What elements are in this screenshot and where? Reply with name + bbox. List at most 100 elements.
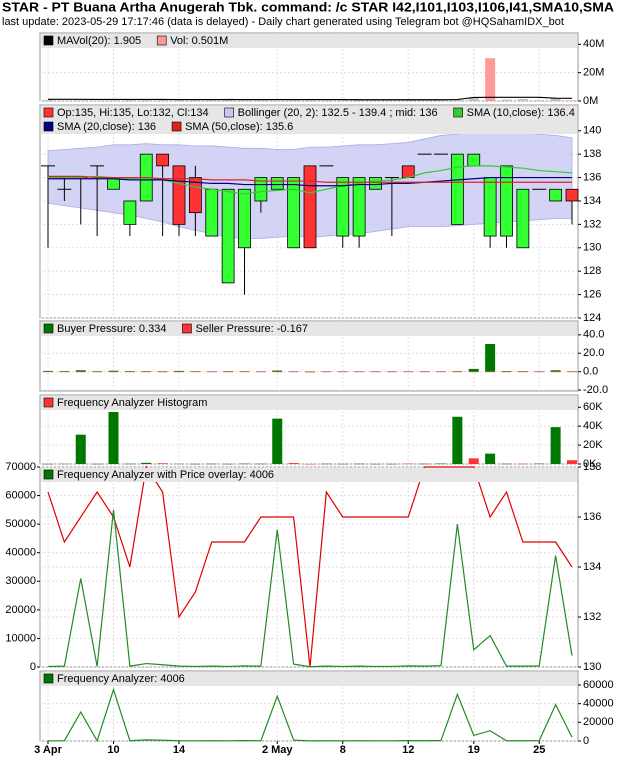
- y-tick-label: 138: [583, 148, 601, 160]
- bar: [272, 371, 283, 373]
- y-tick-label: 0.0: [583, 366, 598, 378]
- candle-body: [549, 188, 563, 202]
- legend-label: Op:135, Hi:135, Lo:132, Cl:134: [57, 107, 209, 119]
- legend-label: Frequency Analyzer Histogram: [57, 397, 207, 409]
- bar: [59, 100, 70, 102]
- bar: [108, 412, 119, 464]
- legend-swatch: [43, 469, 54, 480]
- bar: [43, 371, 53, 373]
- legend-label: SMA (10,close): 136.4: [467, 107, 575, 119]
- legend-band: [41, 322, 577, 336]
- bar: [485, 453, 496, 464]
- legend-band: [41, 672, 577, 686]
- bar: [550, 427, 561, 464]
- bar: [305, 463, 315, 465]
- y-tick-label: -20.0: [583, 384, 608, 396]
- x-tick-label: 19: [468, 744, 480, 756]
- legend-swatch: [43, 35, 54, 46]
- bar: [436, 371, 446, 372]
- candle-body: [221, 188, 235, 284]
- x-tick-label: 25: [533, 744, 545, 756]
- bar: [517, 99, 528, 101]
- legend-band: [41, 468, 577, 482]
- legend-label: SMA (20,close): 136: [57, 121, 156, 133]
- bar: [501, 371, 512, 373]
- bar: [59, 371, 70, 372]
- bar: [305, 371, 315, 373]
- bar: [485, 58, 496, 101]
- candle-body: [156, 153, 170, 167]
- bar: [468, 368, 479, 372]
- line: [48, 165, 573, 195]
- bar: [92, 371, 103, 372]
- line: [48, 96, 573, 101]
- legend-label: MAVol(20): 1.905: [57, 35, 141, 47]
- bar: [468, 371, 479, 373]
- bar: [403, 371, 414, 373]
- bar: [354, 371, 365, 372]
- bar: [452, 371, 463, 372]
- bar: [534, 100, 545, 101]
- bar: [321, 371, 332, 372]
- y-tick-label: 20M: [583, 67, 604, 79]
- chart-title: STAR - PT Buana Artha Anugerah Tbk. comm…: [2, 0, 614, 14]
- candle-body: [450, 153, 464, 225]
- y-tick-label: 134: [583, 561, 601, 573]
- y-tick-label: 140: [583, 125, 601, 137]
- bar: [567, 371, 577, 372]
- bar: [386, 371, 397, 373]
- bar: [223, 463, 234, 465]
- bar: [419, 371, 430, 373]
- y-tick-label: 0: [583, 735, 589, 747]
- legend-swatch: [453, 107, 463, 118]
- bar: [321, 100, 332, 101]
- legend-label: Frequency Analyzer: 4006: [57, 673, 185, 685]
- y-tick-label: 136: [583, 171, 601, 183]
- legend-label: SMA (50,close): 135.6: [185, 121, 293, 133]
- y-tick-label: 138: [583, 461, 601, 473]
- line: [48, 175, 572, 183]
- bar: [43, 99, 53, 101]
- candle-body: [483, 177, 497, 237]
- bar: [75, 371, 86, 373]
- bar: [190, 99, 201, 101]
- line: [48, 176, 572, 187]
- legend-label: Vol: 0.501M: [170, 35, 228, 47]
- bar: [141, 462, 152, 464]
- y-tick-label: 70000: [5, 461, 36, 473]
- bar: [255, 371, 266, 372]
- y-tick-label: 60K: [583, 401, 603, 413]
- bar: [550, 98, 561, 101]
- candle-body: [565, 188, 579, 202]
- y-tick-label: 128: [583, 265, 601, 277]
- legend-label: Buyer Pressure: 0.334: [57, 323, 166, 335]
- x-tick-label: 10: [107, 744, 119, 756]
- legend-swatch: [43, 323, 54, 334]
- bar: [485, 344, 496, 372]
- bar: [190, 371, 201, 372]
- y-tick-label: 20000: [5, 604, 36, 616]
- y-tick-label: 20.0: [583, 347, 604, 359]
- y-tick-label: 40M: [583, 38, 604, 50]
- y-tick-label: 130: [583, 661, 601, 673]
- y-tick-label: 40K: [583, 420, 603, 432]
- candle-body: [287, 177, 301, 249]
- bar: [239, 371, 250, 373]
- bar: [174, 371, 184, 373]
- bar: [321, 371, 332, 373]
- bar: [141, 371, 152, 373]
- legend-swatch: [43, 673, 54, 684]
- y-tick-label: 132: [583, 611, 601, 623]
- bar: [436, 463, 446, 465]
- y-tick-label: 134: [583, 195, 601, 207]
- candle-body: [172, 165, 186, 225]
- bar: [403, 463, 414, 465]
- bar: [108, 371, 119, 373]
- bar: [517, 371, 528, 373]
- y-tick-label: 40000: [583, 698, 614, 710]
- bar: [534, 463, 545, 465]
- legend-swatch: [224, 107, 234, 118]
- bar: [124, 99, 135, 101]
- bar: [43, 370, 53, 372]
